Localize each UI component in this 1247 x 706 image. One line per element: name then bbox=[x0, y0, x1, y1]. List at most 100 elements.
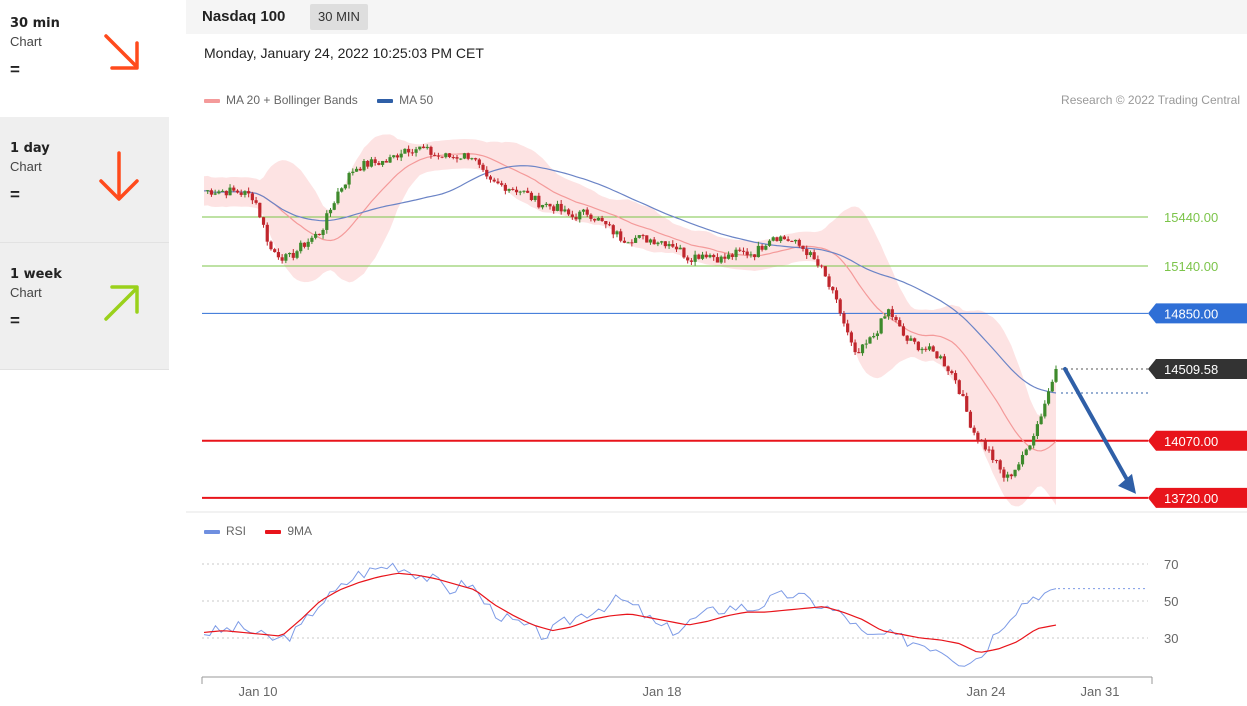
candle-body bbox=[429, 146, 433, 155]
candle-body bbox=[276, 252, 281, 258]
candle-body bbox=[574, 217, 578, 220]
candle bbox=[1009, 473, 1013, 480]
candle-body bbox=[447, 153, 452, 158]
candle-body bbox=[771, 237, 775, 241]
candle-body bbox=[377, 162, 381, 165]
candle bbox=[1006, 471, 1010, 482]
candle bbox=[552, 204, 556, 214]
candle bbox=[585, 207, 589, 218]
chart-titlebar: Nasdaq 100 30 MIN bbox=[186, 0, 1247, 34]
candle-body bbox=[805, 249, 809, 256]
candle-body bbox=[373, 159, 377, 163]
candle-body bbox=[325, 213, 329, 230]
candle-body bbox=[206, 190, 210, 192]
candle-body bbox=[399, 153, 403, 158]
candle-body bbox=[459, 158, 463, 160]
candle bbox=[667, 241, 671, 249]
candle bbox=[771, 236, 775, 242]
candle-body bbox=[890, 309, 894, 318]
candle-body bbox=[715, 257, 720, 263]
candle-body bbox=[265, 224, 269, 242]
candle-body bbox=[604, 221, 608, 225]
candle-body bbox=[834, 290, 839, 300]
candle-body bbox=[942, 356, 946, 367]
candle-body bbox=[924, 348, 928, 350]
candle-body bbox=[823, 266, 827, 277]
candle bbox=[905, 335, 909, 345]
candle-body bbox=[663, 241, 667, 247]
candle bbox=[820, 264, 824, 269]
candle-body bbox=[388, 157, 392, 163]
candle-body bbox=[946, 366, 950, 372]
candle bbox=[615, 230, 619, 238]
candle-body bbox=[347, 173, 351, 185]
level-label: 15440.00 bbox=[1164, 210, 1218, 225]
candle-body bbox=[700, 254, 705, 259]
candle bbox=[704, 251, 708, 259]
candle bbox=[540, 204, 545, 210]
timeframe-1day[interactable]: 1 day Chart = bbox=[0, 117, 169, 243]
candle bbox=[671, 240, 675, 248]
legend-item-ma50: MA 50 bbox=[377, 93, 433, 107]
candle bbox=[957, 379, 961, 395]
candle bbox=[243, 190, 247, 198]
candle-body bbox=[470, 158, 474, 160]
candle-body bbox=[221, 190, 225, 192]
candle bbox=[347, 171, 351, 189]
candle-body bbox=[797, 239, 801, 246]
candle bbox=[1054, 365, 1058, 384]
candle-body bbox=[425, 146, 429, 149]
candle bbox=[682, 247, 686, 259]
candle-body bbox=[321, 229, 325, 236]
candle-body bbox=[920, 348, 924, 351]
candle bbox=[726, 251, 731, 260]
x-tick-label: Jan 18 bbox=[642, 684, 681, 699]
timeframe-30min[interactable]: 30 min Chart = bbox=[0, 0, 169, 125]
candle-body bbox=[719, 256, 723, 263]
candle-body bbox=[693, 254, 697, 262]
candle bbox=[358, 166, 362, 172]
candle-body bbox=[496, 181, 500, 184]
x-axis: Jan 10 Jan 18 Jan 24 Jan 31 bbox=[201, 676, 1153, 699]
legend-label: RSI bbox=[226, 524, 247, 538]
candle-body bbox=[284, 254, 288, 261]
candle bbox=[730, 253, 734, 260]
rsi-legend: RSI 9MA bbox=[204, 524, 328, 538]
candle bbox=[340, 187, 344, 193]
candle-body bbox=[953, 373, 958, 381]
candle-body bbox=[317, 233, 321, 236]
interval-badge[interactable]: 30 MIN bbox=[310, 4, 368, 30]
candle bbox=[310, 235, 314, 245]
bollinger-band-area bbox=[204, 134, 1056, 507]
candle-body bbox=[273, 249, 277, 253]
candle-body bbox=[287, 252, 292, 255]
candle bbox=[879, 318, 883, 335]
candle-body bbox=[261, 217, 266, 225]
bollinger-band bbox=[204, 134, 1056, 507]
moving-averages bbox=[203, 153, 1057, 452]
candle bbox=[425, 144, 429, 150]
candle bbox=[611, 224, 615, 239]
timeframe-sidebar: 30 min Chart = 1 day Chart = 1 week Char… bbox=[0, 0, 169, 370]
price-chart[interactable]: 15440.00 15140.00 14850.00 14509.58 14070.00… bbox=[186, 0, 1247, 706]
candle-body bbox=[336, 191, 340, 204]
candle-body bbox=[436, 155, 440, 157]
candle-body bbox=[228, 187, 232, 196]
candle bbox=[823, 265, 827, 277]
candle-body bbox=[939, 356, 943, 359]
candle-body bbox=[589, 214, 593, 219]
candle-body bbox=[343, 184, 347, 189]
candle bbox=[979, 439, 984, 442]
candle bbox=[816, 255, 820, 268]
candle-body bbox=[894, 317, 898, 321]
candle bbox=[596, 216, 600, 221]
candle-body bbox=[578, 211, 582, 220]
candle-body bbox=[846, 323, 850, 333]
timeframe-1week[interactable]: 1 week Chart = bbox=[0, 243, 169, 370]
candle bbox=[719, 255, 723, 264]
candle-body bbox=[767, 240, 772, 246]
candle bbox=[578, 210, 582, 223]
chart-panel: Nasdaq 100 30 MIN Monday, January 24, 20… bbox=[186, 0, 1247, 706]
candle bbox=[314, 231, 318, 240]
candle-body bbox=[820, 265, 824, 267]
